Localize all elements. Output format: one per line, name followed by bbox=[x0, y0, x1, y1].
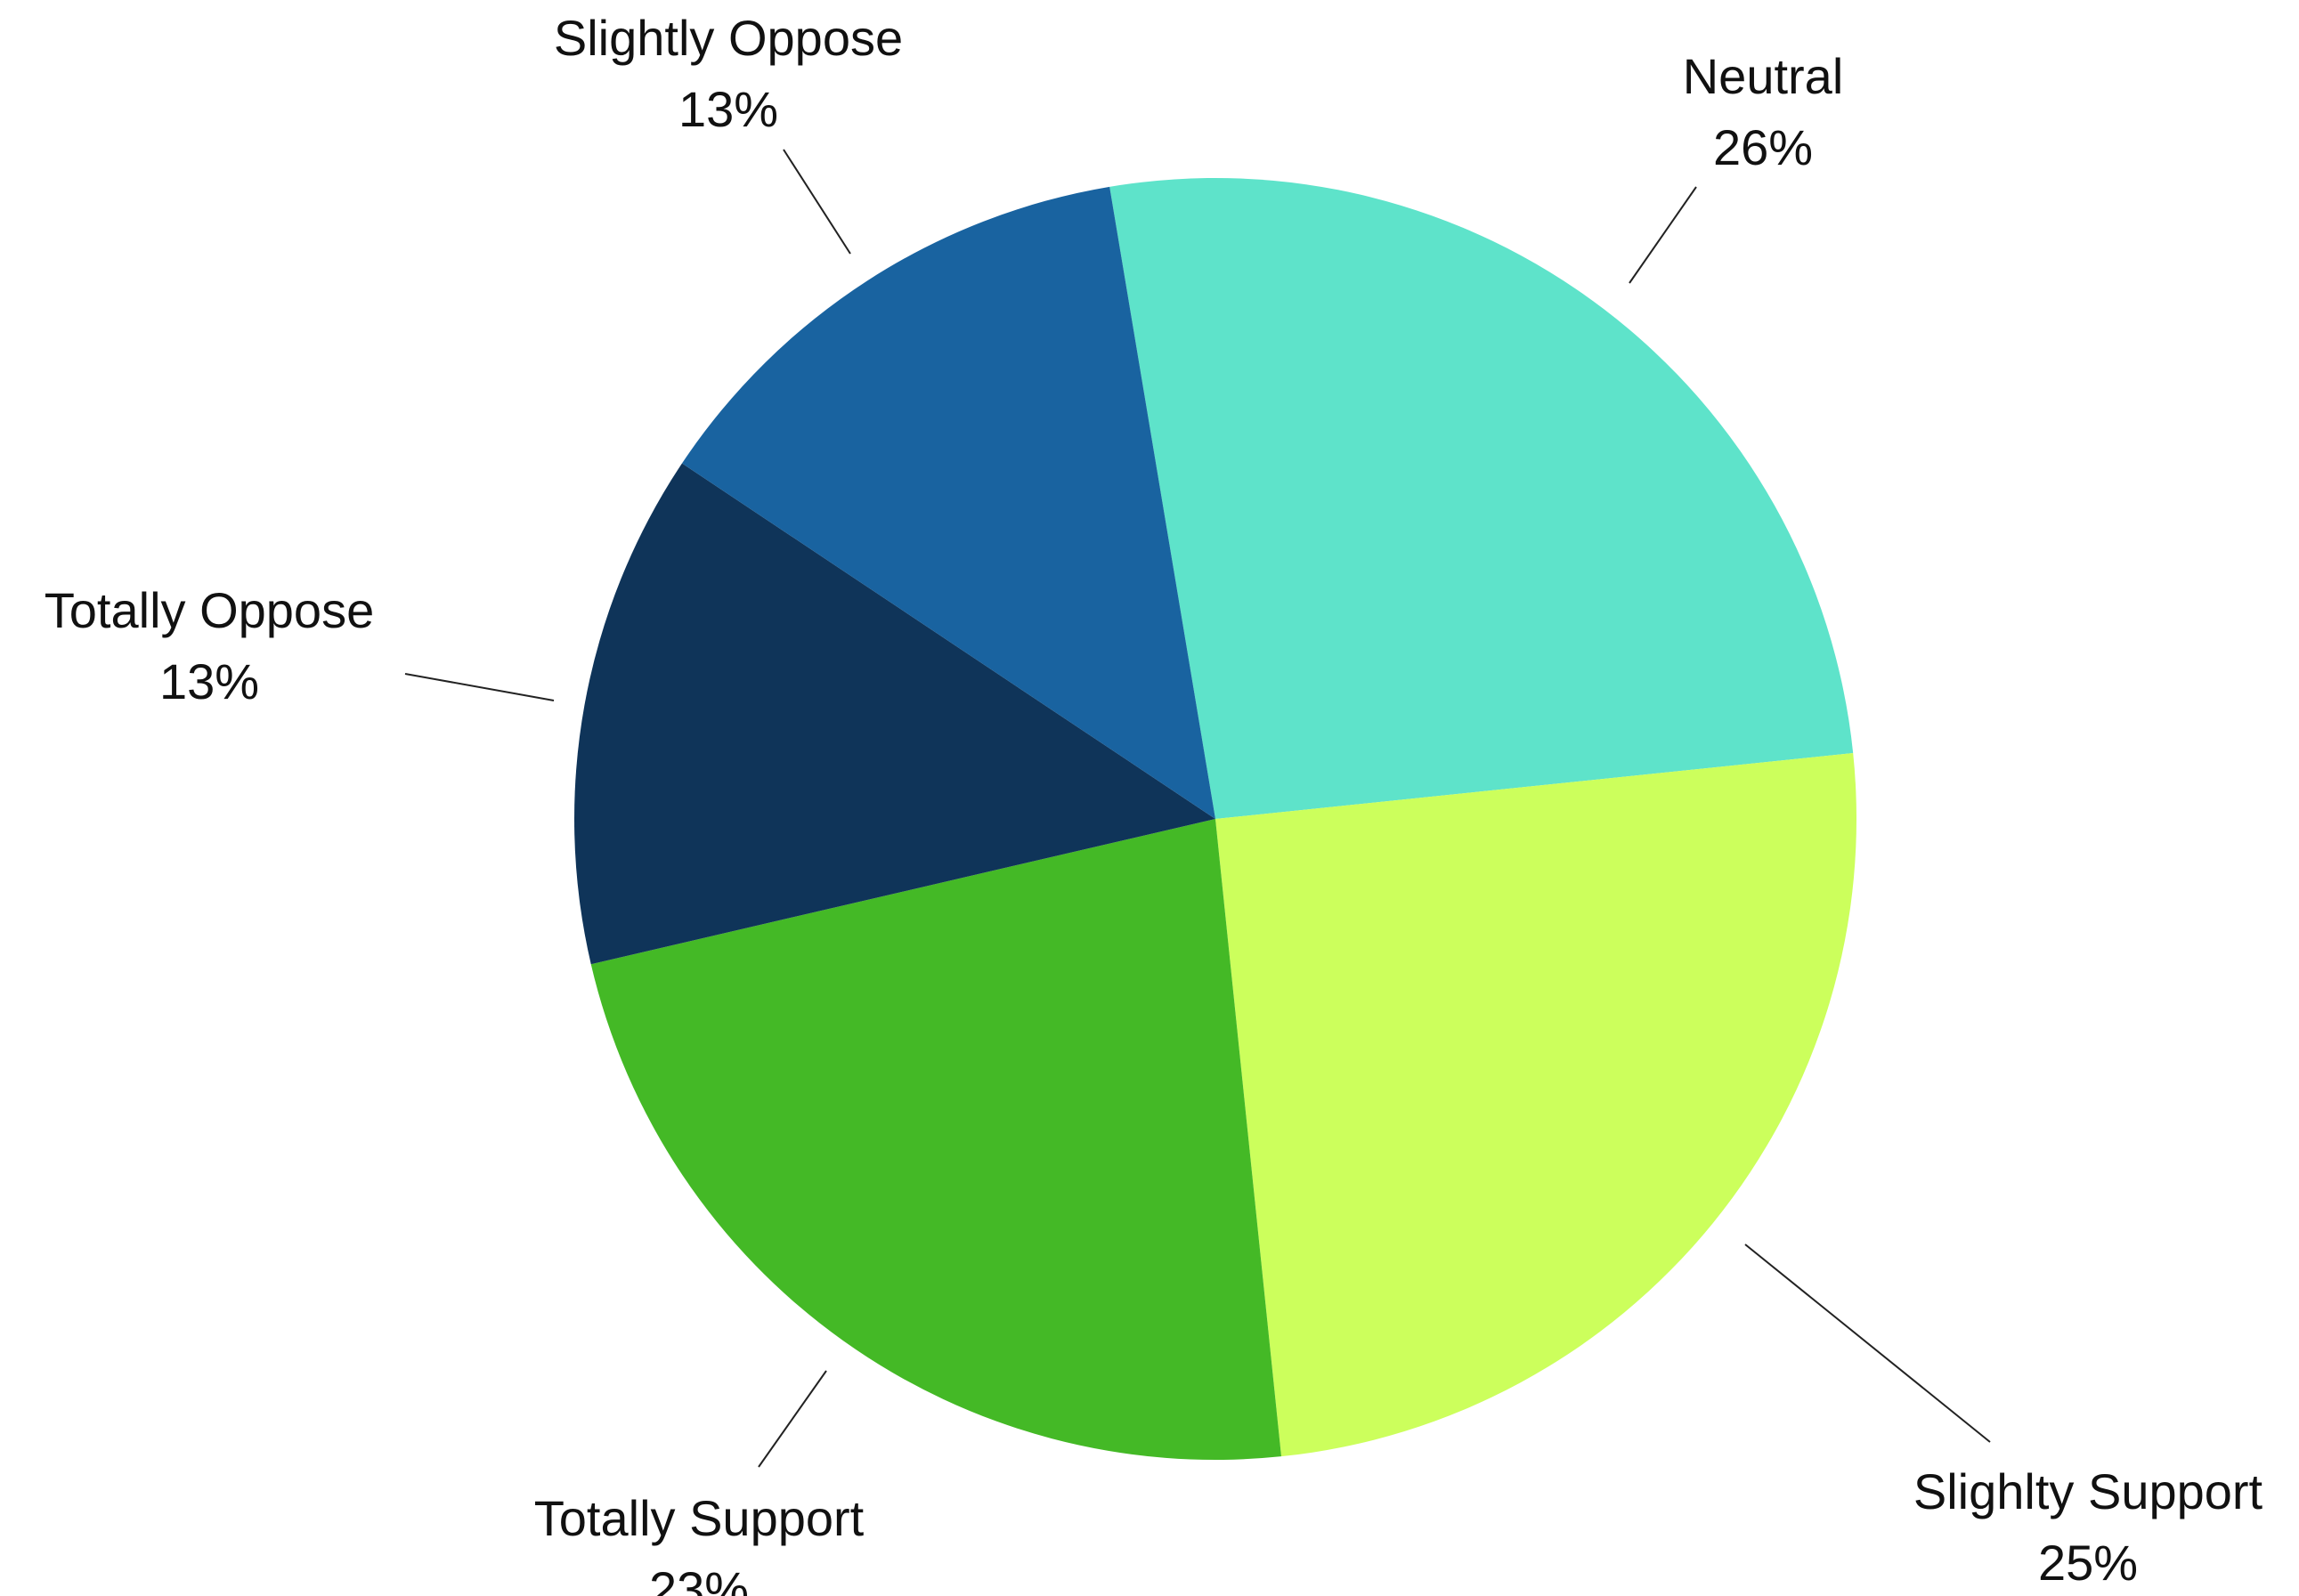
pie-slice-slightly-oppose bbox=[681, 186, 1215, 819]
slice-percentage: 23% bbox=[649, 1561, 749, 1596]
pie-slice-slighlty-support bbox=[1215, 752, 1856, 1457]
slice-labels: Neutral 26% Slighlty Support 25% Totally Sup… bbox=[45, 10, 2263, 1596]
pie-slice-neutral bbox=[1109, 178, 1854, 819]
leader-line bbox=[1629, 186, 1697, 284]
slice-label: Totally Oppose bbox=[45, 582, 374, 638]
slice-label: Slightly Oppose bbox=[554, 10, 903, 66]
leader-line bbox=[758, 1370, 827, 1468]
leader-line bbox=[783, 149, 851, 255]
pie-slice-totally-support bbox=[590, 819, 1282, 1460]
slice-percentage: 13% bbox=[159, 653, 259, 709]
leader-line bbox=[404, 673, 555, 701]
leader-line bbox=[1744, 1244, 1991, 1443]
slice-label: Totally Support bbox=[534, 1490, 865, 1546]
leader-lines bbox=[404, 149, 1991, 1468]
slice-percentage: 13% bbox=[678, 81, 778, 137]
pie-slices bbox=[574, 178, 1856, 1460]
pie-slice-totally-oppose bbox=[574, 463, 1215, 965]
slice-percentage: 25% bbox=[2038, 1535, 2138, 1591]
slice-percentage: 26% bbox=[1713, 119, 1813, 175]
slice-label: Slighlty Support bbox=[1913, 1463, 2263, 1519]
slice-label: Neutral bbox=[1683, 48, 1844, 104]
